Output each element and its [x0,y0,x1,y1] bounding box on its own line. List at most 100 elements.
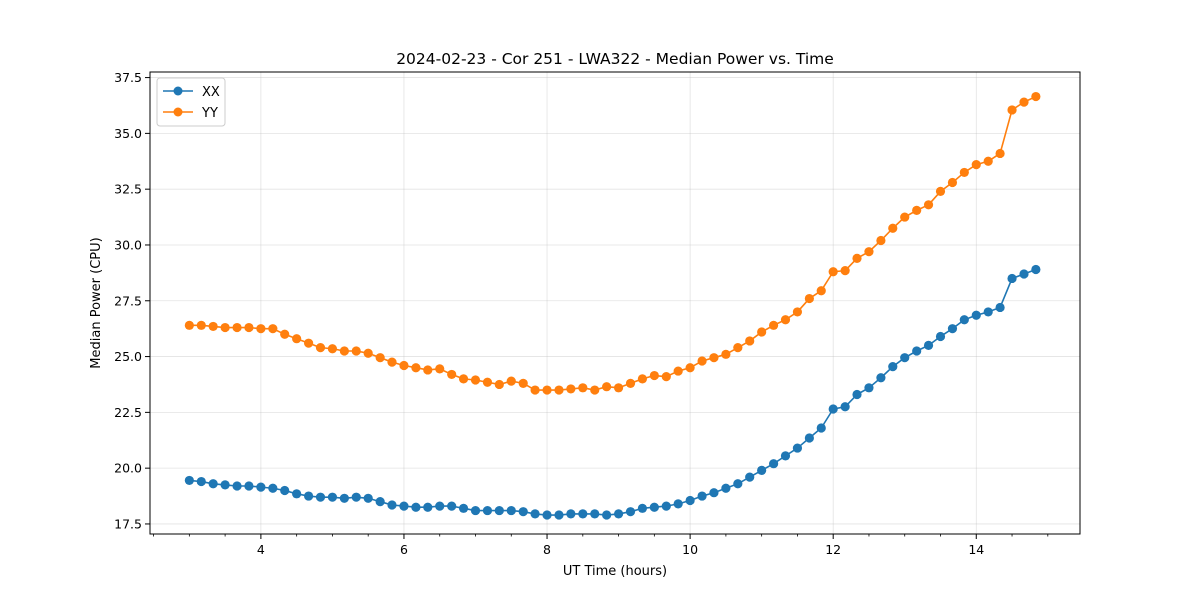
data-point [923,200,934,210]
data-point [625,507,636,517]
data-point [995,148,1005,159]
data-point [196,476,206,487]
data-point [458,503,469,513]
data-point [566,384,576,394]
data-point [816,423,826,433]
data-point [769,459,779,469]
y-tick-label: 17.5 [114,516,142,531]
x-axis-ticks: 4 6 8 10 12 14 [153,534,1049,557]
data-point [828,404,838,414]
data-point [411,363,421,373]
legend-label-xx: XX [202,85,220,100]
data-point [876,235,886,246]
data-point [482,377,493,387]
data-point [363,348,373,358]
data-point [506,505,516,516]
data-point [470,505,481,516]
data-point [602,510,612,520]
data-point [733,343,743,353]
data-point [423,502,433,512]
data-point [745,336,755,346]
series-yy [184,91,1041,395]
y-tick-label: 27.5 [114,293,142,308]
data-point [220,480,230,490]
x-tick-label: 8 [543,542,551,557]
data-point [888,223,898,233]
data-point [506,376,516,386]
data-point [935,186,946,197]
data-point [339,346,349,356]
data-point [399,501,409,511]
data-point [769,320,779,330]
data-point [339,493,349,503]
data-point [435,364,445,374]
x-tick-label: 14 [968,542,984,557]
legend-marker-xx [173,86,183,96]
data-point [280,485,290,496]
axes-frame [149,71,1081,535]
data-point [530,509,540,519]
data-point [840,266,850,276]
data-point [458,374,469,384]
data-point [542,510,552,520]
data-point [935,331,946,342]
data-point [542,385,552,395]
chart-title: 2024-02-23 - Cor 251 - LWA322 - Median P… [396,50,834,68]
data-point [792,307,803,317]
data-point [470,375,481,385]
data-point [613,509,624,519]
data-point [637,374,648,384]
data-point [876,373,886,383]
data-point [315,343,326,353]
y-tick-label: 20.0 [114,461,142,476]
data-point [590,509,600,519]
data-point [673,499,683,509]
data-point [566,509,576,519]
data-point [315,492,326,502]
data-point [220,322,230,333]
data-point [482,505,493,516]
data-point [244,481,254,491]
data-point [208,321,218,332]
data-point [375,353,385,363]
data-point [447,501,457,511]
data-point [959,167,969,178]
data-point [399,360,409,371]
y-tick-label: 37.5 [114,70,142,85]
data-point [232,322,242,333]
data-point [280,329,290,339]
data-point [327,344,338,354]
data-point [721,483,731,493]
y-tick-label: 32.5 [114,182,142,197]
data-point [971,310,981,320]
data-point [912,205,922,215]
data-point [637,503,648,513]
data-point [554,510,564,520]
data-point [804,433,814,443]
data-point [900,353,910,363]
data-point [649,370,659,381]
legend-label-yy: YY [201,106,218,121]
data-point [983,156,993,166]
data-point [757,327,767,337]
data-point [530,385,540,395]
data-point [697,491,707,501]
data-point [256,324,266,334]
data-point [685,363,695,373]
data-point [852,389,862,400]
data-point [780,451,791,461]
data-point [351,346,361,356]
data-point [411,502,421,512]
data-point [387,357,397,367]
grid-lines [150,72,1080,534]
data-point [196,320,206,330]
data-point [423,365,433,375]
data-point [816,286,826,296]
data-point [625,378,636,388]
data-point [661,372,671,382]
x-tick-label: 4 [257,542,265,557]
x-tick-label: 6 [400,542,408,557]
data-point [590,385,600,395]
data-point [363,493,373,503]
data-point [757,465,767,475]
